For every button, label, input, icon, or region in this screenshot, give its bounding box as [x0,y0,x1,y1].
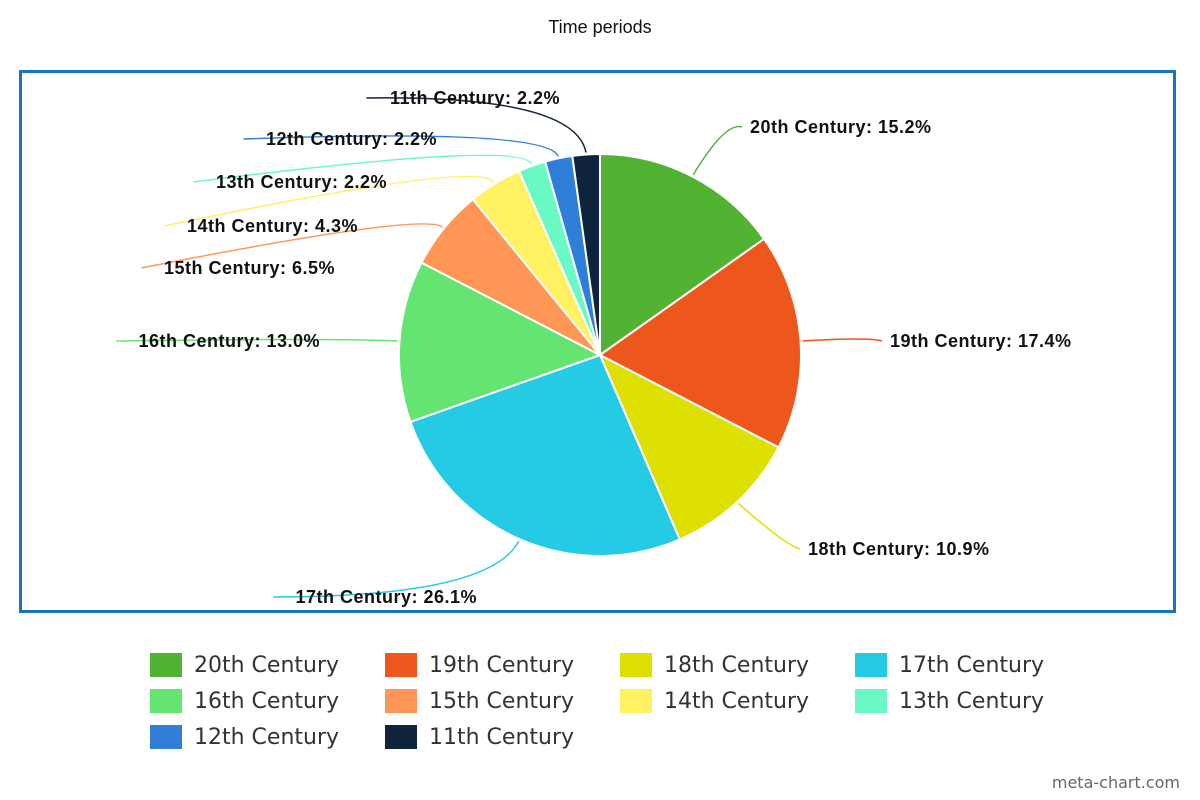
legend-label: 17th Century [899,652,1045,678]
legend-label: 11th Century [429,724,575,750]
chart-title: Time periods [548,17,652,37]
legend-item[interactable]: 17th Century [855,652,1090,678]
data-label: 17th Century: 26.1% [295,587,477,607]
leader-line [116,338,398,342]
leader-line [692,125,743,176]
leader-line [366,97,587,153]
legend-swatch [620,689,652,713]
pie-slice[interactable] [598,237,802,449]
data-label: 13th Century: 2.2% [216,172,387,192]
data-label: 15th Century: 6.5% [164,258,335,278]
pie-slice[interactable] [597,352,780,541]
data-label: 16th Century: 13.0% [138,331,320,351]
legend-swatch [150,689,182,713]
data-label: 11th Century: 2.2% [390,88,560,108]
leader-line [164,175,495,227]
chart-frame [19,70,1176,613]
data-label: 20th Century: 15.2% [750,117,932,137]
leader-line [243,135,559,157]
legend-swatch [385,725,417,749]
legend-label: 20th Century [194,652,340,678]
leader-line [193,154,532,183]
legend-swatch [855,689,887,713]
legend-item[interactable]: 20th Century [150,652,385,678]
legend: 20th Century 19th Century 18th Century 17th… [150,652,1090,750]
legend-label: 18th Century [664,652,810,678]
legend-swatch [855,653,887,677]
legend-label: 13th Century [899,688,1045,714]
legend-item[interactable]: 15th Century [385,688,620,714]
legend-item[interactable]: 12th Century [150,724,385,750]
leader-line [802,338,883,342]
legend-item[interactable]: 19th Century [385,652,620,678]
legend-item[interactable]: 13th Century [855,688,1090,714]
legend-label: 12th Century [194,724,340,750]
credit-link[interactable]: meta-chart.com [1051,773,1180,792]
pie-slice[interactable] [409,353,682,557]
data-label: 19th Century: 17.4% [890,331,1072,351]
legend-item[interactable]: 18th Century [620,652,855,678]
pie-slice[interactable] [571,152,601,356]
legend-swatch [150,653,182,677]
legend-item[interactable]: 14th Century [620,688,855,714]
data-label: 14th Century: 4.3% [187,216,358,236]
data-label: 18th Century: 10.9% [808,539,990,559]
data-label: 12th Century: 2.2% [266,129,437,149]
legend-label: 19th Century [429,652,575,678]
legend-swatch [385,689,417,713]
legend-swatch [620,653,652,677]
pie-slice[interactable] [599,152,766,357]
leader-line [141,223,443,269]
legend-swatch [385,653,417,677]
pie-chart: 20th Century: 15.2% 19th Century: 17.4% 18… [116,88,1072,607]
leader-line [273,540,520,598]
legend-swatch [150,725,182,749]
legend-item[interactable]: 11th Century [385,724,620,750]
legend-item[interactable]: 16th Century [150,688,385,714]
pie-slice[interactable] [398,261,603,424]
legend-label: 16th Century [194,688,340,714]
leader-line [737,502,801,550]
legend-label: 14th Century [664,688,810,714]
legend-label: 15th Century [429,688,575,714]
